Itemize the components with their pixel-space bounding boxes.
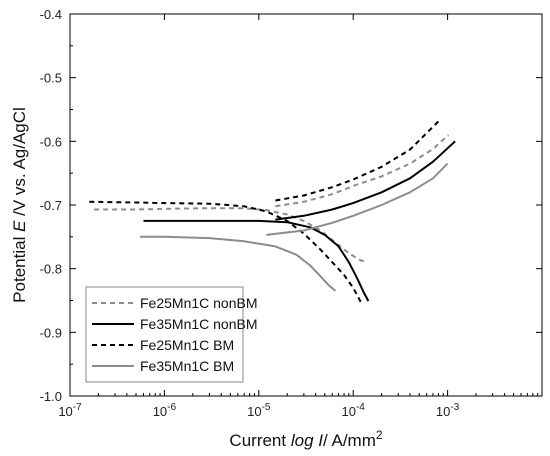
x-tick-label: 10-3 (436, 402, 460, 419)
y-tick-label: -0.5 (40, 71, 62, 86)
legend-label-fe25mn1c-nonbm: Fe25Mn1C nonBM (140, 295, 258, 311)
legend: Fe25Mn1C nonBM Fe35Mn1C nonBM Fe25Mn1C BM F… (85, 286, 258, 383)
y-tick-label: -1.0 (40, 389, 62, 404)
x-tick-label: 10-7 (58, 402, 82, 419)
x-tick-label: 10-6 (153, 402, 177, 419)
legend-label-fe35mn1c-bm: Fe35Mn1C BM (140, 358, 234, 374)
legend-label-fe25mn1c-bm: Fe25Mn1C BM (140, 337, 234, 353)
ticks-layer: 10-7 10-6 10-5 10-4 10-3 -1.0 -0.9 -0.8 -0.7 -0.6… (40, 7, 542, 419)
y-tick-label: -0.9 (40, 325, 62, 340)
y-tick-label: -0.6 (40, 134, 62, 149)
y-tick-label: -0.7 (40, 198, 62, 213)
series-line-fe25mn1c-bm (89, 119, 441, 303)
y-tick-label: -0.8 (40, 262, 62, 277)
series-line-fe35mn1c-bm (139, 162, 449, 292)
y-axis-title: Potential E /V vs. Ag/AgCl (10, 107, 29, 303)
legend-label-fe35mn1c-nonbm: Fe35Mn1C nonBM (140, 316, 258, 332)
series-line-fe35mn1c-nonbm (143, 140, 456, 302)
x-axis-title: Current log I/ A/mm2 (229, 428, 382, 450)
y-tick-label: -0.4 (40, 7, 62, 22)
x-tick-label: 10-5 (247, 402, 271, 419)
series-layer (89, 119, 456, 303)
x-tick-label: 10-4 (342, 402, 366, 419)
